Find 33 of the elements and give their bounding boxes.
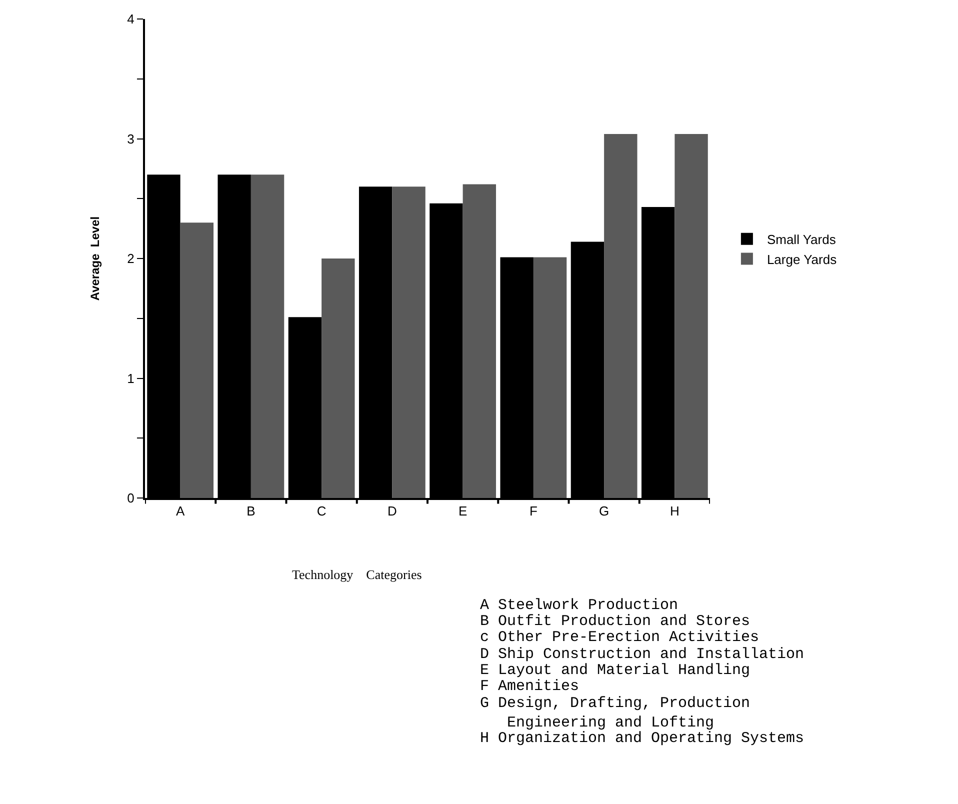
bar [392,186,426,498]
x-tick-label: B [246,504,256,519]
bar [180,222,214,498]
x-axis-title: Technology Categories [292,567,422,582]
bar [533,257,567,498]
bar [250,174,284,498]
y-tick-label: 1 [127,370,134,386]
bar [462,184,496,498]
y-tick-label: 0 [127,490,134,506]
x-tick-label: C [316,504,326,519]
text: G Design, Drafting, Production Engineering and Lofting [480,695,750,732]
y-axis-title: Average Level [88,216,102,301]
y-tick-label: 3 [127,131,134,146]
x-tick-label: F [529,504,538,519]
x-tick-label: A [176,504,185,519]
y-tick-label: 2 [127,251,134,266]
y-tick-label: 4 [127,12,134,27]
text: E Layout and Material Handling [480,662,750,679]
bar [322,258,355,498]
bar [674,134,708,498]
text: F Amenities [480,678,580,695]
legend-label: Large Yards [766,252,838,267]
x-tick-label: D [387,504,397,519]
text: A Steelwork Production [480,597,678,614]
text: D Ship Construction and Installation [480,646,804,663]
text: c Other Pre-Erection Activities [480,629,760,646]
legend-label: Small Yards [766,232,836,247]
bar [604,134,638,498]
text: B Outfit Production and Stores [480,613,750,630]
x-tick-label: E [458,504,468,519]
text: H Organization and Operating Systems [480,730,804,747]
x-tick-label: G [598,504,610,519]
x-tick-label: H [670,504,680,519]
